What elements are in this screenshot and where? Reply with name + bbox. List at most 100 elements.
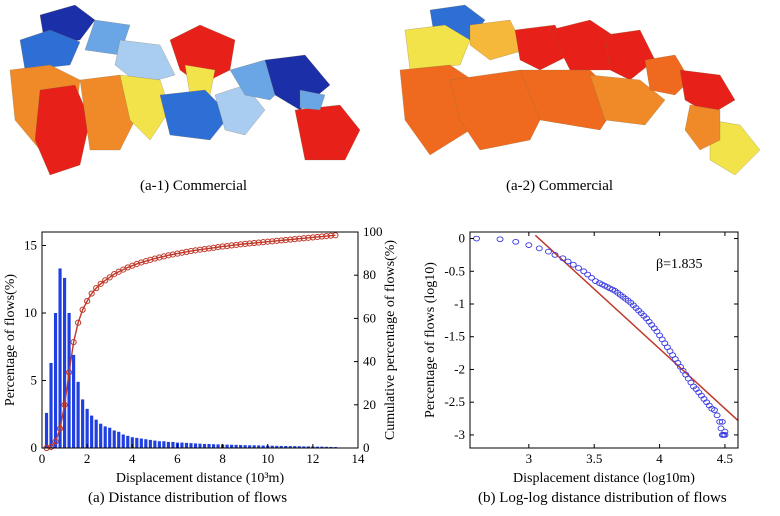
fit-line: [534, 234, 738, 422]
cumulative-point-54: [287, 236, 294, 243]
cumulative-point-52: [278, 237, 285, 244]
bar-5: [67, 313, 71, 448]
chart-caption-a: (a) Distance distribution of flows: [88, 490, 288, 506]
map-a2-region-13: [684, 104, 721, 151]
bar-44: [243, 445, 247, 448]
bar-1: [49, 362, 53, 448]
map-a1-region-7: [119, 74, 171, 141]
y-tick-label-a-1: 5: [31, 373, 38, 388]
bar-18: [126, 435, 130, 448]
cumulative-point-49: [264, 238, 271, 245]
map-a1-region-15: [299, 89, 326, 111]
scatter-point-0: [473, 235, 480, 242]
bar-12: [99, 423, 103, 448]
cumulative-point-12: [97, 280, 104, 287]
bar-31: [184, 442, 189, 448]
y-axis-label-a: Percentage of flows(%): [3, 274, 18, 407]
scatter-point-10: [575, 265, 582, 271]
cumulative-point-27: [165, 252, 172, 259]
cumulative-point-29: [174, 250, 181, 257]
bar-58: [306, 446, 310, 448]
x-tick-label-a-5: 10: [261, 451, 274, 466]
map-a2-region-1: [404, 24, 471, 71]
x-tick-label-a-6: 12: [306, 451, 319, 466]
bar-35: [202, 443, 207, 448]
cumulative-point-39: [219, 243, 226, 250]
cumulative-point-11: [93, 285, 100, 292]
bar-7: [76, 381, 80, 448]
plot-frame-a: [41, 231, 359, 449]
x-tick-label-b-2: 4: [656, 451, 663, 466]
bar-52: [279, 445, 283, 448]
y2-axis-label-a: Cumulative percentage of flows(%): [383, 240, 398, 441]
scatter-point-8: [564, 258, 572, 265]
plot-frame-b: [469, 231, 739, 449]
map-caption-a1: (a-1) Commercial: [140, 178, 248, 194]
cumulative-point-14: [106, 274, 113, 281]
scatter-point-5: [544, 248, 552, 255]
bar-43: [239, 445, 243, 448]
cumulative-point-7: [75, 319, 82, 326]
bar-25: [157, 441, 161, 448]
cumulative-point-40: [223, 242, 231, 250]
bar-20: [135, 437, 139, 448]
bar-11: [94, 419, 98, 448]
map-a2-region-2: [469, 19, 526, 61]
cumulative-line: [46, 234, 336, 449]
cumulative-point-31: [183, 248, 190, 255]
scatter-point-2: [512, 238, 520, 245]
cumulative-point-51: [273, 237, 280, 244]
map-a1-region-14: [294, 104, 361, 161]
bar-17: [121, 434, 125, 448]
x-tick-label-a-3: 6: [174, 451, 181, 466]
map-a1-region-5: [34, 84, 91, 176]
bar-61: [320, 446, 324, 448]
cumulative-point-33: [192, 247, 199, 254]
bar-4: [62, 277, 67, 448]
bar-0: [44, 412, 49, 448]
cumulative-point-44: [242, 240, 249, 247]
scatter-point-9: [569, 261, 577, 268]
map-a2-region-11: [679, 69, 736, 116]
y-tick-label-b-5: -2.5: [444, 394, 465, 409]
bar-60: [315, 446, 319, 448]
bar-16: [117, 431, 121, 448]
cumulative-point-55: [291, 236, 298, 243]
map-a1-region-10: [159, 89, 231, 141]
y2-tick-label-a-2: 40: [363, 354, 376, 369]
cumulative-point-46: [251, 239, 258, 247]
cumulative-point-3: [56, 425, 64, 432]
bar-30: [180, 442, 184, 448]
cumulative-point-4: [61, 401, 68, 408]
bar-41: [230, 444, 234, 448]
y2-tick-label-a-3: 60: [363, 310, 376, 325]
scatter-point-3: [525, 242, 533, 248]
bar-13: [103, 426, 107, 448]
bar-9: [85, 408, 89, 448]
scatter-point-13: [588, 274, 596, 281]
cumulative-point-1: [47, 443, 55, 451]
y2-tick-label-a-1: 20: [363, 397, 376, 412]
bar-27: [166, 441, 170, 448]
x-tick-label-b-1: 3.5: [586, 451, 602, 466]
cumulative-point-38: [214, 244, 222, 251]
cumulative-point-43: [237, 241, 244, 248]
bar-2: [53, 313, 58, 448]
cumulative-point-41: [228, 242, 235, 249]
bar-22: [144, 439, 148, 448]
bar-46: [252, 445, 256, 448]
choropleth-map-a2: [399, 4, 761, 176]
cumulative-point-63: [327, 232, 335, 239]
cumulative-point-32: [187, 247, 195, 255]
bar-53: [284, 445, 288, 448]
y-tick-label-b-1: -0.5: [444, 263, 465, 278]
bar-63: [329, 446, 333, 448]
bar-55: [293, 446, 297, 448]
loglog-distribution-chart: 3 3.5 4 4.5 0 -0.5 -1 -1.5 -2 -2.5 -3 β=1.835 Displa…: [423, 231, 739, 486]
cumulative-point-8: [79, 306, 86, 313]
cumulative-point-48: [260, 239, 267, 246]
cumulative-point-61: [318, 233, 325, 240]
cumulative-point-53: [282, 236, 289, 244]
bar-51: [275, 445, 279, 448]
bar-42: [234, 444, 238, 448]
